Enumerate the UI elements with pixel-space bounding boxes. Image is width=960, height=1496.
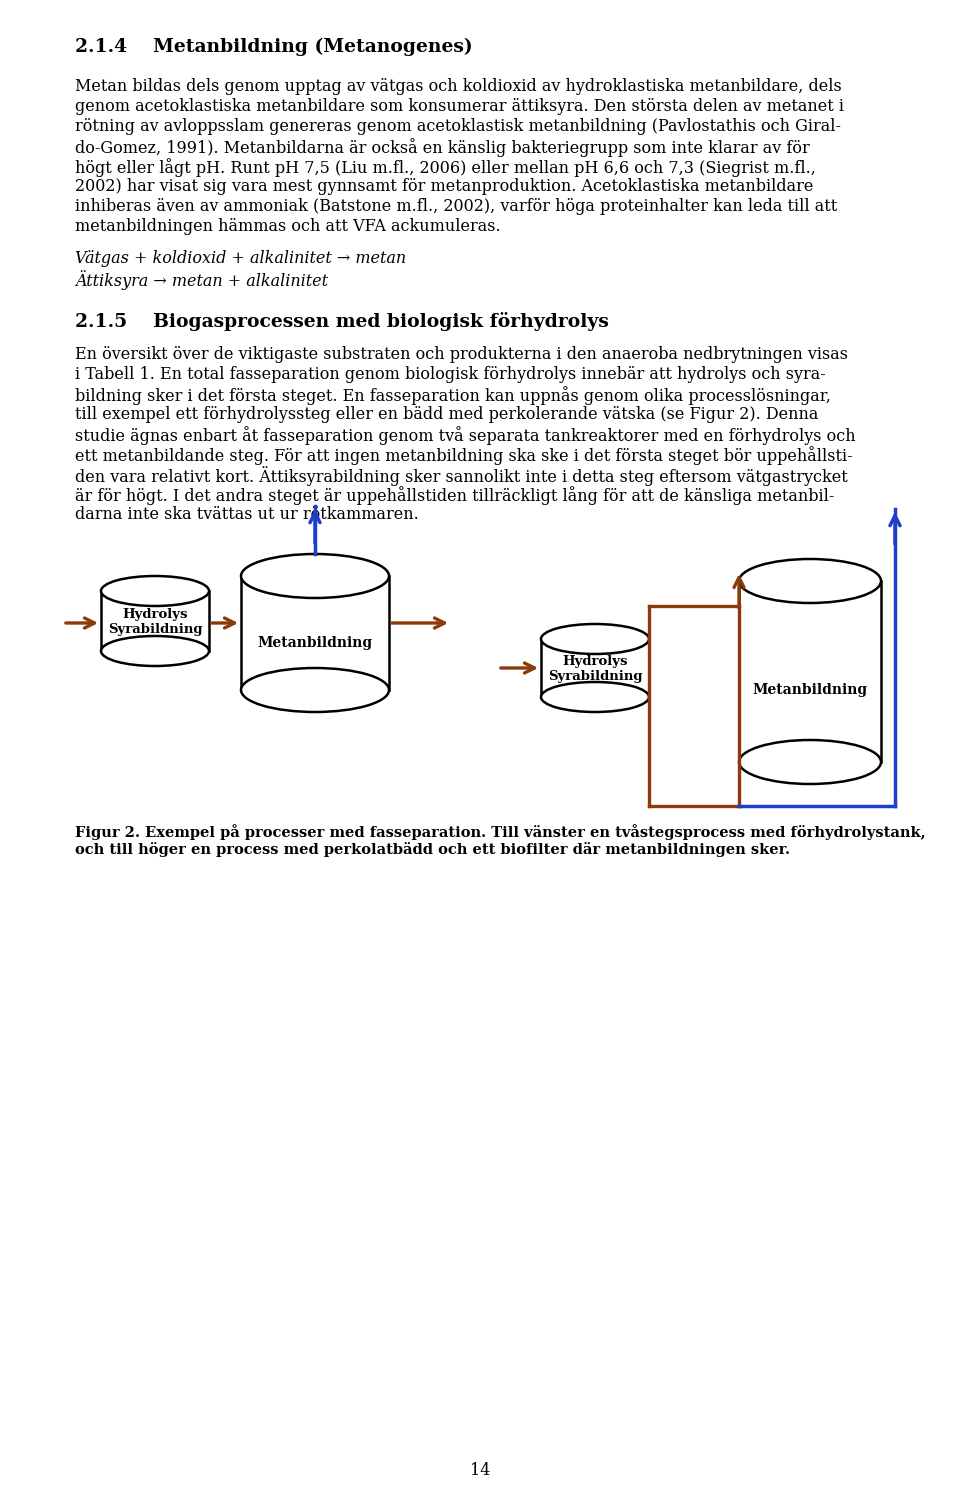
Text: Figur 2. Exempel på processer med fasseparation. Till vänster en tvåstegsprocess: Figur 2. Exempel på processer med fassep… (75, 824, 925, 839)
Text: metanbildningen hämmas och att VFA ackumuleras.: metanbildningen hämmas och att VFA ackum… (75, 218, 500, 235)
Text: genom acetoklastiska metanbildare som konsumerar ättiksyra. Den största delen av: genom acetoklastiska metanbildare som ko… (75, 99, 844, 115)
Text: do-Gomez, 1991). Metanbildarna är också en känslig bakteriegrupp som inte klarar: do-Gomez, 1991). Metanbildarna är också … (75, 138, 809, 157)
Text: En översikt över de viktigaste substraten och produkterna i den anaeroba nedbryt: En översikt över de viktigaste substrate… (75, 346, 848, 364)
Text: darna inte ska tvättas ut ur rötkammaren.: darna inte ska tvättas ut ur rötkammaren… (75, 506, 419, 524)
Ellipse shape (101, 636, 209, 666)
Text: Metanbildning: Metanbildning (753, 682, 868, 697)
Ellipse shape (739, 560, 881, 603)
Text: Vätgas + koldioxid + alkalinitet → metan: Vätgas + koldioxid + alkalinitet → metan (75, 250, 406, 266)
Ellipse shape (739, 741, 881, 784)
Text: Syrabildning: Syrabildning (108, 622, 203, 636)
Text: och till höger en process med perkolatbädd och ett biofilter där metanbildningen: och till höger en process med perkolatbä… (75, 842, 790, 857)
Text: till exempel ett förhydrolyssteg eller en bädd med perkolerande vätska (se Figur: till exempel ett förhydrolyssteg eller e… (75, 405, 818, 423)
FancyBboxPatch shape (241, 576, 389, 690)
Text: i Tabell 1. En total fasseparation genom biologisk förhydrolys innebär att hydro: i Tabell 1. En total fasseparation genom… (75, 367, 826, 383)
Text: 14: 14 (469, 1462, 491, 1480)
Text: Hydrolys: Hydrolys (563, 655, 628, 667)
Ellipse shape (241, 669, 389, 712)
Text: 2.1.5    Biogasprocessen med biologisk förhydrolys: 2.1.5 Biogasprocessen med biologisk förh… (75, 313, 609, 331)
Text: bildning sker i det första steget. En fasseparation kan uppnås genom olika proce: bildning sker i det första steget. En fa… (75, 386, 830, 405)
Text: den vara relativt kort. Ättiksyrabildning sker sannolikt inte i detta steg efter: den vara relativt kort. Ättiksyrabildnin… (75, 465, 848, 486)
Text: 2.1.4    Metanbildning (Metanogenes): 2.1.4 Metanbildning (Metanogenes) (75, 37, 472, 57)
FancyBboxPatch shape (101, 591, 209, 651)
Text: ett metanbildande steg. För att ingen metanbildning ska ske i det första steget : ett metanbildande steg. För att ingen me… (75, 446, 852, 465)
Text: Metan bildas dels genom upptag av vätgas och koldioxid av hydroklastiska metanbi: Metan bildas dels genom upptag av vätgas… (75, 78, 842, 96)
Text: är för högt. I det andra steget är uppehållstiden tillräckligt lång för att de k: är för högt. I det andra steget är uppeh… (75, 486, 834, 506)
Text: högt eller lågt pH. Runt pH 7,5 (Liu m.fl., 2006) eller mellan pH 6,6 och 7,3 (S: högt eller lågt pH. Runt pH 7,5 (Liu m.f… (75, 159, 816, 177)
Text: rötning av avloppsslam genereras genom acetoklastisk metanbildning (Pavlostathis: rötning av avloppsslam genereras genom a… (75, 118, 841, 135)
FancyBboxPatch shape (541, 639, 649, 697)
Text: Metanbildning: Metanbildning (257, 636, 372, 649)
Text: Hydrolys: Hydrolys (122, 607, 188, 621)
Ellipse shape (541, 682, 649, 712)
Text: studie ägnas enbart åt fasseparation genom två separata tankreaktorer med en för: studie ägnas enbart åt fasseparation gen… (75, 426, 855, 444)
Text: Syrabildning: Syrabildning (548, 670, 642, 682)
Text: 2002) har visat sig vara mest gynnsamt för metanproduktion. Acetoklastiska metan: 2002) har visat sig vara mest gynnsamt f… (75, 178, 813, 194)
FancyBboxPatch shape (739, 580, 881, 761)
Text: inhiberas även av ammoniak (Batstone m.fl., 2002), varför höga proteinhalter kan: inhiberas även av ammoniak (Batstone m.f… (75, 197, 837, 215)
Ellipse shape (541, 624, 649, 654)
Ellipse shape (241, 554, 389, 598)
Text: Ättiksyra → metan + alkalinitet: Ättiksyra → metan + alkalinitet (75, 269, 328, 290)
Ellipse shape (101, 576, 209, 606)
